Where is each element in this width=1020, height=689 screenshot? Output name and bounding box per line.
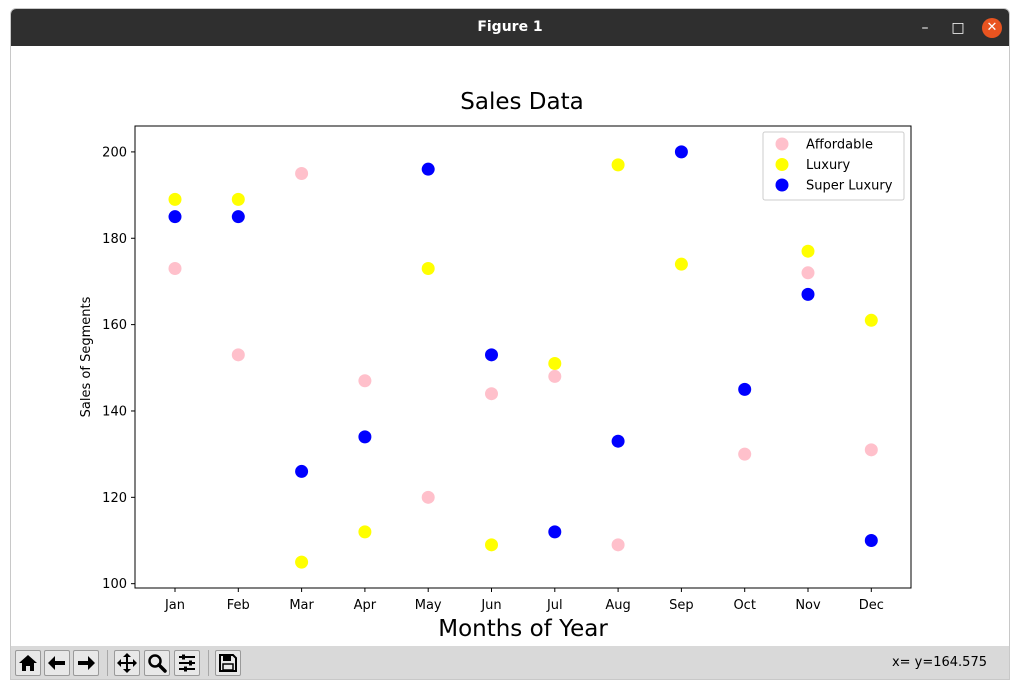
pan-button[interactable]: [114, 650, 140, 676]
window-title: Figure 1: [477, 19, 543, 35]
data-point-super-luxury: [738, 382, 752, 396]
scatter-chart: Sales Data 100 120 140 160 180 200 Jan Feb Mar A…: [79, 89, 912, 642]
data-point-luxury: [864, 313, 878, 327]
configure-subplots-icon: [179, 654, 195, 672]
x-tick-label: May: [415, 598, 442, 613]
data-point-luxury: [358, 525, 372, 539]
x-tick-label: Mar: [289, 598, 314, 613]
data-point-super-luxury: [674, 145, 688, 159]
y-tick-label: 100: [102, 577, 127, 592]
figure-window: Figure 1 – □ ✕ Sales Data 100 120 140 160 18…: [10, 8, 1010, 680]
data-point-super-luxury: [295, 464, 309, 478]
data-point-super-luxury: [168, 210, 182, 224]
close-button[interactable]: ✕: [982, 18, 1002, 38]
data-point-luxury: [168, 192, 182, 206]
data-point-affordable: [485, 387, 498, 401]
data-point-super-luxury: [611, 434, 625, 448]
cursor-coordinates: x= y=164.575: [891, 655, 987, 670]
title-bar[interactable]: Figure 1 – □ ✕: [11, 9, 1009, 46]
data-point-affordable: [295, 166, 309, 180]
x-tick-label: Jul: [546, 598, 563, 613]
y-axis: 100 120 140 160 180 200: [102, 145, 135, 592]
y-tick-label: 180: [102, 232, 127, 247]
data-point-luxury: [231, 192, 245, 206]
zoom-icon: [148, 654, 167, 673]
legend-box: [762, 131, 905, 201]
x-tick-label: Jun: [480, 598, 501, 613]
data-point-affordable: [421, 490, 435, 504]
x-tick-label: Nov: [795, 598, 821, 613]
x-axis: Jan Feb Mar Apr May Jun Jul Aug Sep Oct Nov Dec: [164, 588, 884, 613]
legend-marker: [775, 137, 789, 151]
data-point-luxury: [801, 244, 815, 258]
y-tick-label: 160: [102, 318, 127, 333]
legend-label: Affordable: [806, 138, 873, 153]
y-tick-label: 120: [102, 491, 127, 506]
chart-title: Sales Data: [460, 89, 583, 115]
data-point-super-luxury: [801, 287, 815, 301]
data-point-super-luxury: [485, 348, 498, 362]
y-tick-label: 200: [102, 145, 127, 160]
data-point-luxury: [295, 555, 309, 569]
data-point-super-luxury: [358, 430, 372, 444]
x-tick-label: Oct: [733, 598, 755, 613]
x-tick-label: Apr: [354, 598, 377, 613]
data-point-affordable: [864, 443, 878, 457]
y-axis-label: Sales of Segments: [79, 296, 94, 417]
navigation-toolbar: x= y=164.575: [11, 646, 1009, 679]
back-icon: [48, 656, 65, 670]
data-point-affordable: [801, 266, 815, 280]
home-button[interactable]: [15, 650, 41, 676]
data-point-super-luxury: [231, 210, 245, 224]
pan-icon: [117, 653, 137, 673]
back-button[interactable]: [44, 650, 70, 676]
home-icon: [19, 655, 37, 671]
maximize-button[interactable]: □: [951, 20, 965, 36]
x-tick-label: Sep: [669, 598, 694, 613]
x-tick-label: Jan: [164, 598, 185, 613]
data-point-affordable: [611, 538, 625, 552]
data-point-super-luxury: [864, 534, 878, 548]
x-tick-label: Dec: [859, 598, 884, 613]
figure-canvas[interactable]: Sales Data 100 120 140 160 180 200 Jan Feb Mar A…: [11, 46, 1009, 646]
legend-marker: [775, 178, 789, 192]
configure-subplots-button[interactable]: [174, 650, 200, 676]
legend-label: Super Luxury: [806, 179, 893, 194]
legend-label: Luxury: [806, 158, 851, 173]
legend-marker: [775, 158, 789, 171]
data-point-affordable: [738, 447, 752, 461]
legend: Affordable Luxury Super Luxury: [762, 131, 905, 201]
data-point-affordable: [231, 348, 245, 362]
save-icon: [219, 654, 237, 672]
minimize-button[interactable]: –: [921, 20, 929, 36]
data-point-affordable: [548, 369, 562, 383]
y-tick-label: 140: [102, 404, 127, 419]
data-point-luxury: [485, 538, 498, 552]
zoom-button[interactable]: [144, 650, 170, 676]
data-point-super-luxury: [421, 162, 435, 176]
plot-area: [134, 125, 912, 589]
data-points: [168, 145, 878, 569]
toolbar-separator: [107, 650, 108, 676]
data-point-luxury: [611, 158, 625, 172]
toolbar-separator: [208, 650, 209, 676]
data-point-luxury: [548, 356, 562, 370]
data-point-affordable: [358, 374, 372, 388]
x-tick-label: Feb: [227, 598, 250, 613]
forward-icon: [78, 656, 95, 670]
x-tick-label: Aug: [605, 598, 630, 613]
forward-button[interactable]: [73, 650, 99, 676]
data-point-super-luxury: [548, 525, 562, 539]
data-point-luxury: [674, 257, 688, 271]
x-axis-label: Months of Year: [438, 616, 608, 642]
save-button[interactable]: [215, 650, 241, 676]
data-point-luxury: [421, 261, 435, 275]
data-point-affordable: [168, 261, 182, 275]
